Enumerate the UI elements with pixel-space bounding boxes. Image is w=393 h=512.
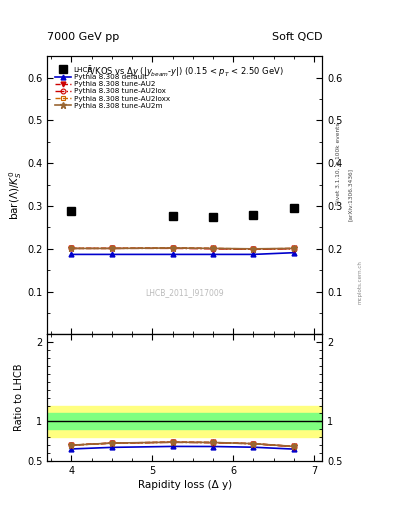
Line: Pythia 8.308 default: Pythia 8.308 default xyxy=(69,250,296,257)
Pythia 8.308 tune-AU2lox xyxy=(292,246,296,252)
Pythia 8.308 tune-AU2loxx xyxy=(170,245,175,251)
Text: [arXiv:1306.3436]: [arXiv:1306.3436] xyxy=(348,168,353,221)
Bar xyxy=(47,413,322,429)
Pythia 8.308 tune-AU2lox xyxy=(110,245,114,251)
Pythia 8.308 tune-AU2loxx xyxy=(292,245,296,251)
X-axis label: Rapidity loss (Δ y): Rapidity loss (Δ y) xyxy=(138,480,232,490)
Line: Pythia 8.308 tune-AU2m: Pythia 8.308 tune-AU2m xyxy=(68,245,297,252)
Pythia 8.308 tune-AU2 xyxy=(69,245,74,251)
Text: mcplots.cern.ch: mcplots.cern.ch xyxy=(358,260,363,304)
Pythia 8.308 tune-AU2m xyxy=(251,246,256,252)
Pythia 8.308 tune-AU2lox xyxy=(211,246,215,252)
Pythia 8.308 default xyxy=(211,251,215,258)
Pythia 8.308 tune-AU2m xyxy=(170,245,175,251)
LHCB xyxy=(170,213,175,219)
Pythia 8.308 tune-AU2loxx xyxy=(211,245,215,251)
Y-axis label: Ratio to LHCB: Ratio to LHCB xyxy=(14,364,24,431)
Pythia 8.308 default xyxy=(292,250,296,256)
Text: LHCB_2011_I917009: LHCB_2011_I917009 xyxy=(145,288,224,297)
Pythia 8.308 tune-AU2lox xyxy=(69,245,74,251)
Line: Pythia 8.308 tune-AU2: Pythia 8.308 tune-AU2 xyxy=(69,246,296,252)
Pythia 8.308 tune-AU2lox xyxy=(170,245,175,251)
Line: Pythia 8.308 tune-AU2loxx: Pythia 8.308 tune-AU2loxx xyxy=(69,246,296,251)
Pythia 8.308 tune-AU2m xyxy=(292,245,296,251)
Pythia 8.308 tune-AU2loxx xyxy=(251,246,256,252)
Pythia 8.308 tune-AU2loxx xyxy=(110,245,114,251)
Pythia 8.308 tune-AU2 xyxy=(292,245,296,251)
Text: 7000 GeV pp: 7000 GeV pp xyxy=(47,32,119,42)
Pythia 8.308 default xyxy=(170,251,175,258)
LHCB xyxy=(69,208,74,214)
Text: Rivet 3.1.10, ≥ 100k events: Rivet 3.1.10, ≥ 100k events xyxy=(336,122,341,205)
LHCB xyxy=(211,214,215,220)
Pythia 8.308 tune-AU2 xyxy=(211,245,215,251)
Pythia 8.308 default xyxy=(251,251,256,258)
Pythia 8.308 tune-AU2 xyxy=(251,246,256,252)
Pythia 8.308 tune-AU2loxx xyxy=(69,245,74,251)
Text: Soft QCD: Soft QCD xyxy=(272,32,322,42)
Line: LHCB: LHCB xyxy=(68,204,298,221)
Text: $\bar{\Lambda}$/KOS vs $\Delta y$ ($|y_{beam}$-$y|$) (0.15 < $p_T$ < 2.50 GeV): $\bar{\Lambda}$/KOS vs $\Delta y$ ($|y_{… xyxy=(86,65,283,79)
LHCB xyxy=(251,212,256,219)
Pythia 8.308 tune-AU2 xyxy=(110,245,114,251)
Line: Pythia 8.308 tune-AU2lox: Pythia 8.308 tune-AU2lox xyxy=(69,246,296,252)
LHCB xyxy=(292,205,296,211)
Pythia 8.308 tune-AU2m xyxy=(110,245,114,251)
Pythia 8.308 tune-AU2m xyxy=(211,245,215,251)
Pythia 8.308 default xyxy=(69,251,74,258)
Legend: LHCB, Pythia 8.308 default, Pythia 8.308 tune-AU2, Pythia 8.308 tune-AU2lox, Pyt: LHCB, Pythia 8.308 default, Pythia 8.308… xyxy=(53,66,171,110)
Y-axis label: bar($\Lambda$)/$K^0_S$: bar($\Lambda$)/$K^0_S$ xyxy=(7,170,24,220)
Pythia 8.308 default xyxy=(110,251,114,258)
Bar xyxy=(47,406,322,437)
Pythia 8.308 tune-AU2m xyxy=(69,245,74,251)
Pythia 8.308 tune-AU2lox xyxy=(251,246,256,252)
Pythia 8.308 tune-AU2 xyxy=(170,245,175,251)
